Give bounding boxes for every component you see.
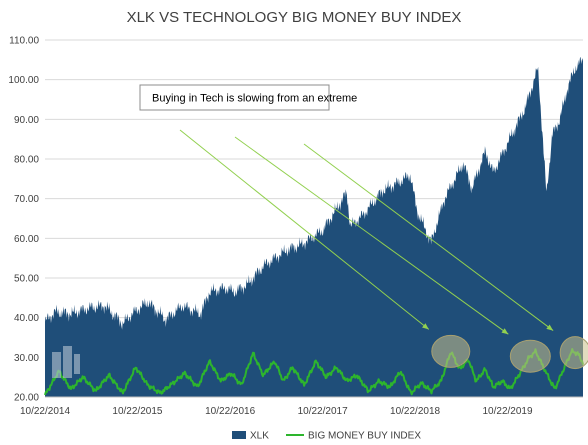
y-tick-label: 100.00 <box>8 75 39 86</box>
y-tick-label: 80.00 <box>14 155 39 166</box>
y-axis: 20.00 30.00 40.00 50.00 60.00 70.00 80.00 90.00… <box>8 36 39 404</box>
xlk-area <box>45 57 583 398</box>
highlight-circle <box>509 339 551 373</box>
annotation-arrow <box>179 129 430 330</box>
annotation-box: Buying in Tech is slowing from an extrem… <box>139 84 357 111</box>
y-tick-label: 50.00 <box>14 274 39 285</box>
annotation-arrow <box>303 143 554 331</box>
y-tick-label: 60.00 <box>14 234 39 245</box>
logo-watermark <box>52 346 80 378</box>
y-tick-label: 30.00 <box>14 353 39 364</box>
x-tick-label: 10/22/2016 <box>205 406 255 417</box>
highlight-circle <box>431 334 471 368</box>
arrow-layer <box>179 129 554 335</box>
y-tick-label: 40.00 <box>14 313 39 324</box>
arrow-head <box>501 328 509 335</box>
big-money-line-layer <box>44 348 584 396</box>
y-tick-label: 70.00 <box>14 194 39 205</box>
y-tick-label: 110.00 <box>9 36 39 47</box>
y-tick-label: 20.00 <box>14 393 39 404</box>
xlk-area-layer <box>45 57 583 398</box>
x-tick-label: 10/22/2019 <box>482 406 532 417</box>
highlight-circle <box>559 336 588 370</box>
legend-swatch-xlk <box>232 431 246 439</box>
x-axis: 10/22/2014 10/22/2015 10/22/2016 10/22/2017… <box>20 396 583 417</box>
legend-label-xlk: XLK <box>250 431 269 442</box>
annotation-text: Buying in Tech is slowing from an extrem… <box>152 93 357 105</box>
x-tick-label: 10/22/2017 <box>298 406 348 417</box>
annotation-arrow <box>234 136 509 335</box>
arrow-head <box>546 324 554 331</box>
legend-label-big-money-buy-index: BIG MONEY BUY INDEX <box>308 431 421 442</box>
legend: XLK BIG MONEY BUY INDEX <box>232 431 421 442</box>
chart-title: XLK VS TECHNOLOGY BIG MONEY BUY INDEX <box>127 9 462 26</box>
y-tick-label: 90.00 <box>14 115 39 126</box>
x-tick-label: 10/22/2015 <box>112 406 162 417</box>
x-tick-label: 10/22/2018 <box>390 406 440 417</box>
big-money-line <box>44 348 584 396</box>
highlight-layer <box>431 334 588 373</box>
x-tick-label: 10/22/2014 <box>20 406 70 417</box>
arrow-head <box>422 323 429 330</box>
